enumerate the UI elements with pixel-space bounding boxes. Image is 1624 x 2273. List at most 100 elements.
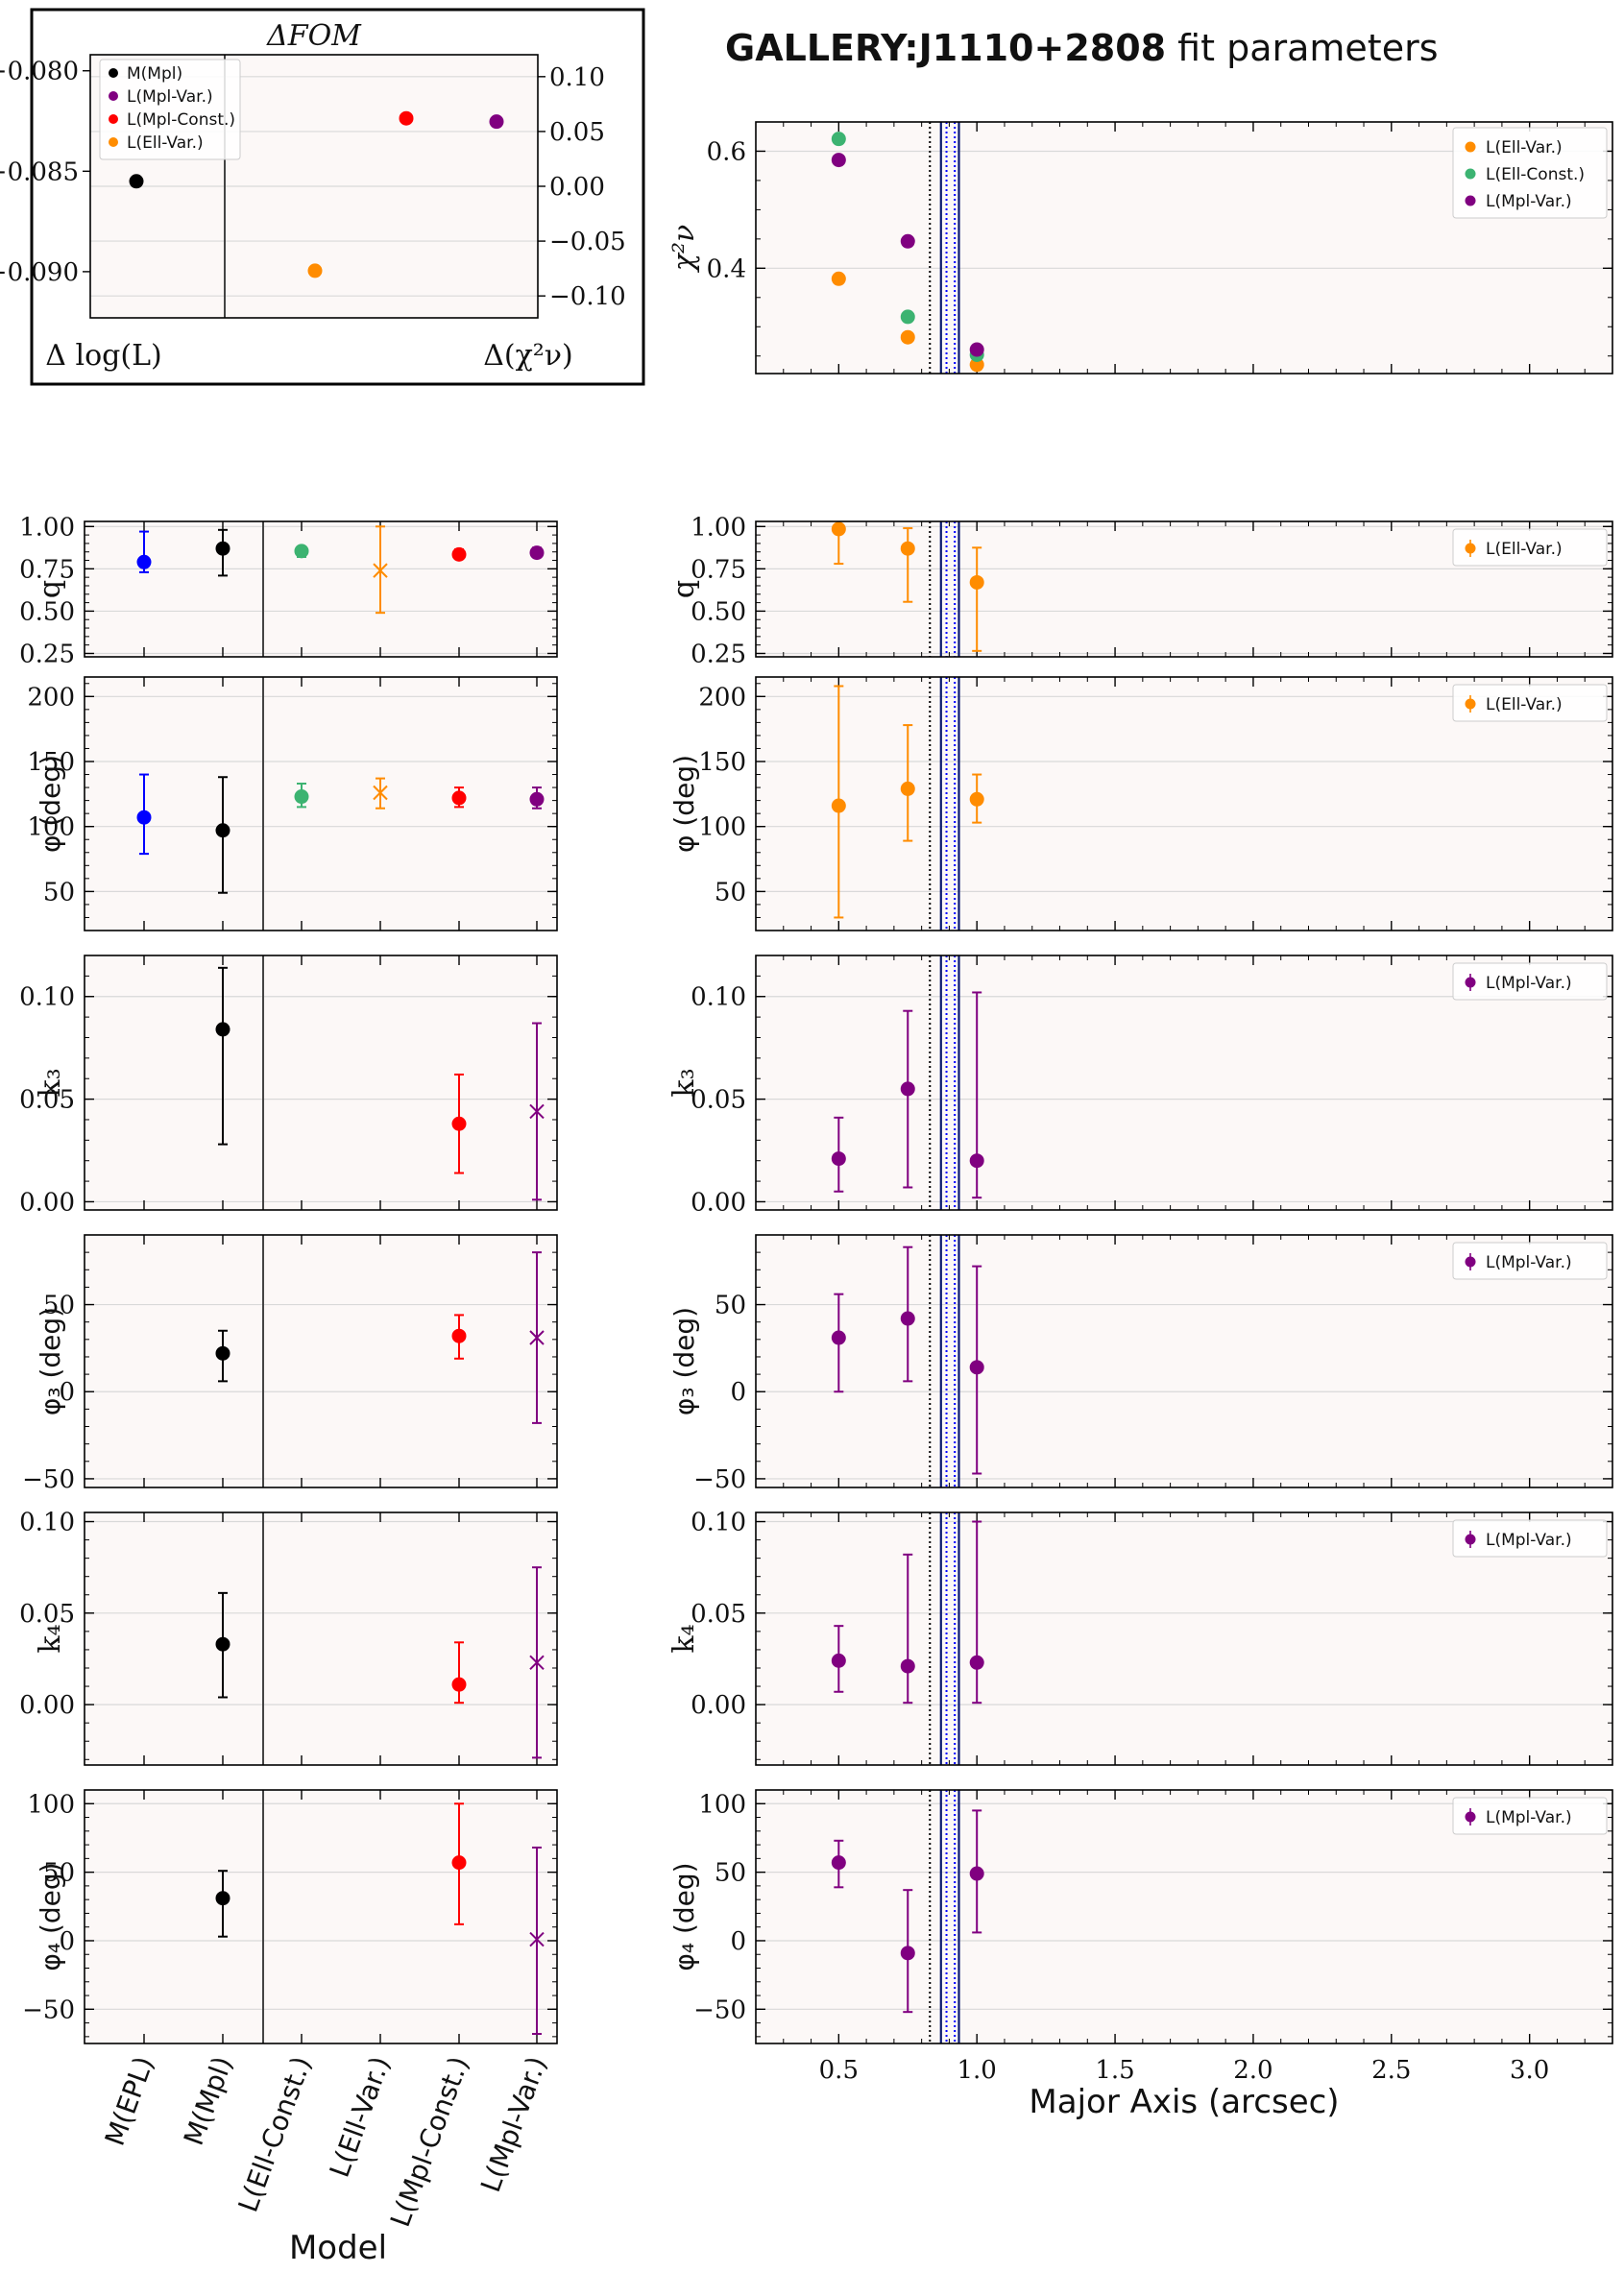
radial-legend-marker [1465, 698, 1476, 710]
model-point [451, 546, 467, 562]
model-panel-bg [85, 955, 557, 1210]
chi2-legend [1452, 127, 1608, 219]
radial-point [900, 1311, 915, 1326]
chi2-point [900, 233, 915, 249]
radial-panel-ytick-label: 200 [698, 683, 746, 712]
radial-xtick-label: 3.0 [1510, 2056, 1549, 2085]
radial-panel-border [755, 1789, 1613, 2044]
radial-point [969, 1866, 984, 1881]
model-panel-ytick-label: 100 [27, 813, 75, 842]
chi2-legend-marker [1465, 168, 1476, 180]
model-panel-bg [85, 521, 557, 657]
model-panel-ylabel: φ (deg) [35, 755, 66, 853]
radial-point [900, 1658, 915, 1674]
model-panel-ytick-label: 0.10 [19, 1509, 75, 1537]
chi2-ytick-label: 0.4 [707, 254, 746, 283]
model-panel-ytick-label: 50 [43, 1859, 75, 1888]
model-panel-ylabel: k₄ [34, 1624, 67, 1653]
chi2-point [831, 153, 846, 168]
radial-panel-ytick-label: 0 [730, 1378, 746, 1407]
inset-left-ytick-label: −0.085 [0, 157, 79, 186]
model-point [215, 541, 230, 556]
model-point [451, 790, 467, 806]
inset-legend-label: L(Mpl-Const.) [127, 110, 235, 130]
radial-legend-label: L(Ell-Var.) [1486, 540, 1563, 559]
inset-legend [99, 59, 241, 160]
radial-point [969, 1153, 984, 1169]
radial-panel-ytick-label: 0.50 [691, 597, 746, 626]
radial-panel-border [755, 1234, 1613, 1488]
model-tick-label: L(Mpl-Const.) [384, 2052, 475, 2231]
inset-point [129, 174, 144, 189]
model-panel-ytick-label: 0 [59, 1927, 75, 1956]
radial-panel-ytick-label: 1.00 [691, 513, 746, 542]
radial-panel-ytick-label: 0.75 [691, 555, 746, 584]
inset-legend-marker [109, 68, 118, 78]
inset-right-ytick-label: 0.10 [549, 63, 605, 92]
model-panel-ytick-label: 0.00 [19, 1691, 75, 1720]
radial-xlabel: Major Axis (arcsec) [1029, 2083, 1339, 2121]
inset-legend-label: M(Mpl) [127, 64, 182, 84]
model-panel-border [84, 1789, 558, 2044]
radial-panel-ylabel: k₃ [667, 1068, 701, 1097]
model-panel-ytick-label: 1.00 [19, 513, 75, 542]
chi2-point [969, 342, 984, 357]
model-panel-ytick-label: 100 [27, 1790, 75, 1819]
model-panel-ytick-label: 200 [27, 683, 75, 712]
radial-legend [1452, 1519, 1608, 1558]
model-point [294, 789, 309, 805]
radial-legend-marker [1465, 543, 1476, 554]
inset-point [307, 263, 323, 278]
model-panel-ytick-label: 0.05 [19, 1086, 75, 1115]
model-panel-ytick-label: 0.10 [19, 983, 75, 1012]
chi2-ytick-label: 0.6 [707, 137, 746, 166]
radial-panel-ytick-label: 100 [698, 1790, 746, 1819]
radial-legend-marker [1465, 977, 1476, 988]
radial-legend-label: L(Ell-Var.) [1486, 695, 1563, 714]
model-tick-label: M(Mpl) [178, 2052, 239, 2149]
radial-panel-ylabel: φ₄ (deg) [668, 1862, 700, 1971]
radial-legend-label: L(Mpl-Var.) [1486, 1253, 1572, 1272]
radial-xtick-label: 1.5 [1095, 2056, 1134, 2085]
radial-point [831, 1151, 846, 1167]
model-panel-ylabel: q [34, 580, 67, 598]
radial-point [969, 791, 984, 807]
radial-panel-ytick-label: 0.05 [691, 1600, 746, 1629]
model-panel-ytick-label: 0.75 [19, 555, 75, 584]
radial-panel-border [755, 520, 1613, 658]
plot-layer: 0.10 0.05 0.00 −0.05 −0.10 −0.080 −0.085 −0.090… [0, 8, 1613, 2267]
radial-legend-marker [1465, 1534, 1476, 1545]
model-panel-ylabel: k₃ [34, 1068, 67, 1097]
radial-point [900, 781, 915, 796]
radial-xtick-label: 0.5 [819, 2056, 859, 2085]
model-panel-ytick-label: 150 [27, 748, 75, 777]
radial-panel-ytick-label: 0.00 [691, 1691, 746, 1720]
radial-xtick-label: 1.0 [957, 2056, 997, 2085]
radial-panel-ylabel: k₄ [667, 1624, 701, 1653]
radial-panel-ytick-label: 0.00 [691, 1188, 746, 1217]
radial-legend [1452, 528, 1608, 567]
chi2-legend-label: L(Ell-Var.) [1486, 138, 1563, 157]
model-panel-ytick-label: 0.25 [19, 640, 75, 668]
radial-point [969, 1360, 984, 1375]
radial-panel-ytick-label: 50 [715, 1292, 746, 1320]
radial-legend-label: L(Mpl-Var.) [1486, 974, 1572, 993]
model-panel-ytick-label: 0 [59, 1378, 75, 1407]
radial-panel-ylabel: q [667, 580, 701, 598]
model-point [529, 1103, 545, 1120]
radial-panel-ytick-label: 0.10 [691, 1509, 746, 1537]
model-panel-ytick-label: 50 [43, 878, 75, 907]
model-point [136, 554, 152, 569]
radial-panel-ytick-label: 100 [698, 813, 746, 842]
model-point [529, 1931, 545, 1947]
radial-panel-ylabel: φ (deg) [668, 755, 700, 853]
radial-point [900, 541, 915, 556]
model-tick-label: L(Ell-Var.) [324, 2052, 397, 2182]
inset-xlabel-right: Δ(χ²ν) [483, 339, 573, 373]
inset-right-ytick-label: −0.10 [549, 282, 626, 311]
inset-point [399, 110, 414, 126]
model-point [451, 1328, 467, 1343]
radial-legend-marker [1465, 1811, 1476, 1823]
chi2-legend-label: L(Mpl-Var.) [1486, 192, 1572, 211]
model-panel-border [84, 520, 558, 658]
